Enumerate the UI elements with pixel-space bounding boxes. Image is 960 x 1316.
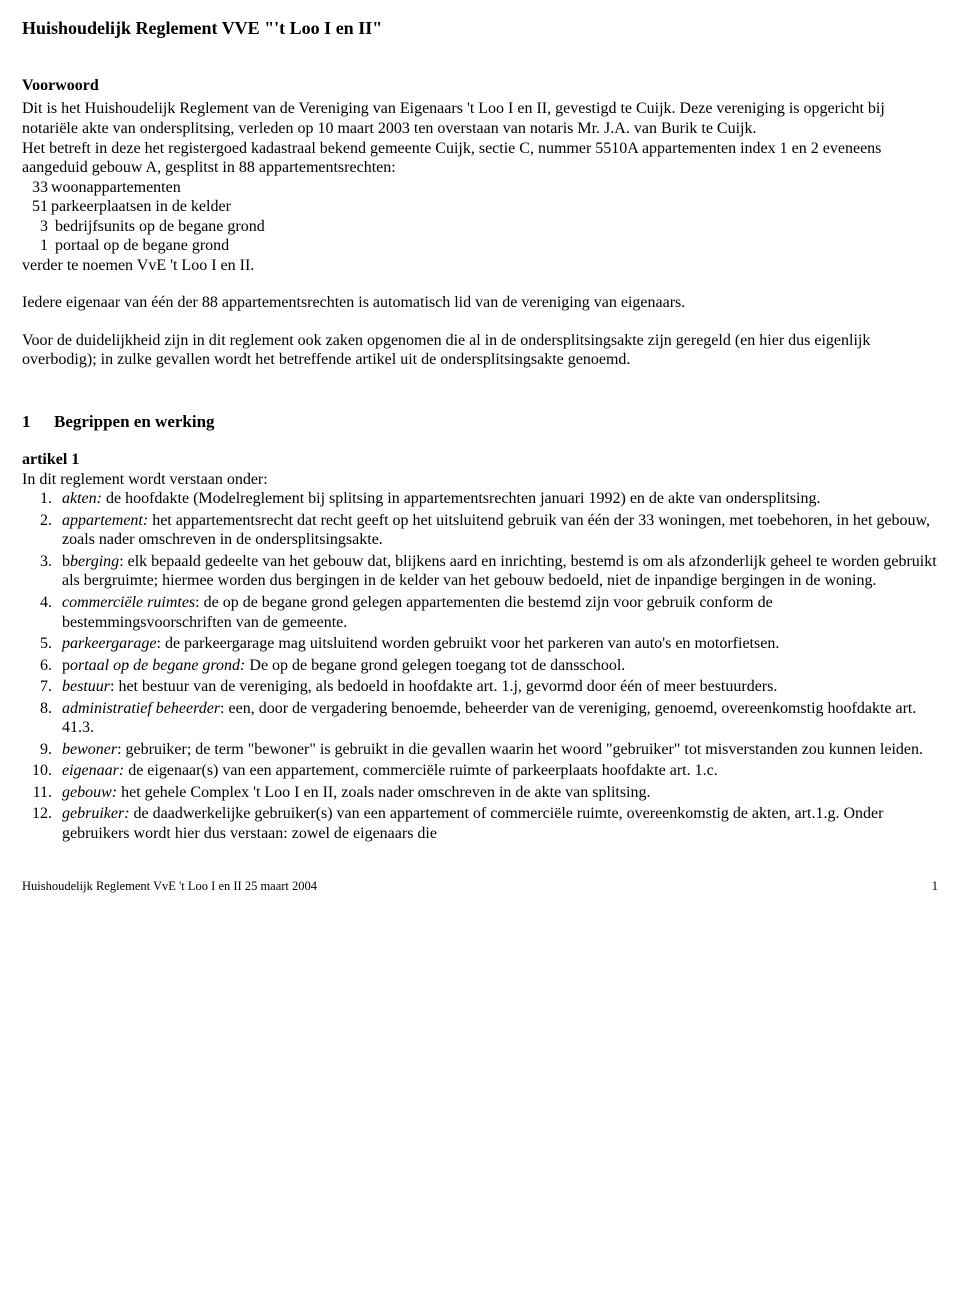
voorwoord-p3: verder te noemen VvE 't Loo I en II. [22,256,938,276]
definition-term: administratief beheerder [62,700,220,717]
count-num: 33 [22,178,48,198]
definition-number: 6. [22,656,62,676]
definition-item: 12.gebruiker: de daadwerkelijke gebruike… [22,804,938,843]
count-row: 51parkeerplaatsen in de kelder [22,197,938,217]
definition-item: 11.gebouw: het gehele Complex 't Loo I e… [22,783,938,803]
definition-term: berging [70,553,119,570]
definition-term: akten: [62,490,102,507]
definition-term: gebruiker: [62,805,130,822]
definition-body: bewoner: gebruiker; de term "bewoner" is… [62,740,938,760]
definition-term: bewoner [62,741,117,758]
definition-number: 10. [22,761,62,781]
definition-body: commerciële ruimtes: de op de begane gro… [62,593,938,632]
voorwoord-counts: 33woonappartementen 51parkeerplaatsen in… [22,178,938,256]
definition-body: gebruiker: de daadwerkelijke gebruiker(s… [62,804,938,843]
voorwoord-heading: Voorwoord [22,76,938,96]
definition-item: 2.appartement: het appartementsrecht dat… [22,511,938,550]
voorwoord-p1: Dit is het Huishoudelijk Reglement van d… [22,99,938,138]
voorwoord-p4: Iedere eigenaar van één der 88 apparteme… [22,293,938,313]
article-intro: In dit reglement wordt verstaan onder: [22,470,938,490]
definition-body: administratief beheerder: een, door de v… [62,699,938,738]
definition-body: eigenaar: de eigenaar(s) van een apparte… [62,761,938,781]
definition-body: bestuur: het bestuur van de vereniging, … [62,677,938,697]
count-label: portaal op de begane grond [55,237,229,254]
definition-term: ortaal op de begane grond: [70,657,245,674]
definition-body: akten: de hoofdakte (Modelreglement bij … [62,489,938,509]
definition-number: 5. [22,634,62,654]
definition-number: 3. [22,552,62,591]
definition-number: 9. [22,740,62,760]
count-label: parkeerplaatsen in de kelder [51,198,231,215]
definition-item: 7.bestuur: het bestuur van de vereniging… [22,677,938,697]
definition-number: 7. [22,677,62,697]
chapter-title: Begrippen en werking [54,412,215,431]
definition-item: 6.portaal op de begane grond: De op de b… [22,656,938,676]
definition-item: 8.administratief beheerder: een, door de… [22,699,938,738]
definition-body: gebouw: het gehele Complex 't Loo I en I… [62,783,938,803]
count-num: 1 [22,236,48,256]
definition-term: parkeergarage [62,635,157,652]
count-num: 51 [22,197,48,217]
definition-item: 5.parkeergarage: de parkeergarage mag ui… [22,634,938,654]
definition-number: 1. [22,489,62,509]
definition-item: 9.bewoner: gebruiker; de term "bewoner" … [22,740,938,760]
chapter-number: 1 [22,412,50,433]
footer-left: Huishoudelijk Reglement VvE 't Loo I en … [22,879,317,894]
count-row: 3 bedrijfsunits op de begane grond [22,217,938,237]
count-label: woonappartementen [51,179,181,196]
definition-body: portaal op de begane grond: De op de beg… [62,656,938,676]
definition-body: bberging: elk bepaald gedeelte van het g… [62,552,938,591]
definition-body: appartement: het appartementsrecht dat r… [62,511,938,550]
voorwoord-p5: Voor de duidelijkheid zijn in dit reglem… [22,331,938,370]
definition-number: 8. [22,699,62,738]
count-row: 33woonappartementen [22,178,938,198]
definition-item: 10.eigenaar: de eigenaar(s) van een appa… [22,761,938,781]
definition-item: 3.bberging: elk bepaald gedeelte van het… [22,552,938,591]
definition-number: 12. [22,804,62,843]
page-title: Huishoudelijk Reglement VVE "'t Loo I en… [22,18,938,40]
definition-term: gebouw: [62,784,117,801]
count-label: bedrijfsunits op de begane grond [55,218,265,235]
definition-item: 4.commerciële ruimtes: de op de begane g… [22,593,938,632]
definitions-list: 1.akten: de hoofdakte (Modelreglement bi… [22,489,938,843]
definition-number: 4. [22,593,62,632]
definition-term: eigenaar: [62,762,124,779]
definition-body: parkeergarage: de parkeergarage mag uits… [62,634,938,654]
definition-term: commerciële ruimtes [62,594,195,611]
article-heading: artikel 1 [22,450,938,470]
definition-number: 11. [22,783,62,803]
definition-term: appartement: [62,512,148,529]
count-num: 3 [22,217,48,237]
chapter-heading: 1 Begrippen en werking [22,412,938,433]
footer-page-number: 1 [932,879,938,894]
count-row: 1 portaal op de begane grond [22,236,938,256]
page-footer: Huishoudelijk Reglement VvE 't Loo I en … [22,879,938,894]
definition-term: bestuur [62,678,110,695]
definition-item: 1.akten: de hoofdakte (Modelreglement bi… [22,489,938,509]
voorwoord-p2: Het betreft in deze het registergoed kad… [22,139,938,178]
definition-number: 2. [22,511,62,550]
